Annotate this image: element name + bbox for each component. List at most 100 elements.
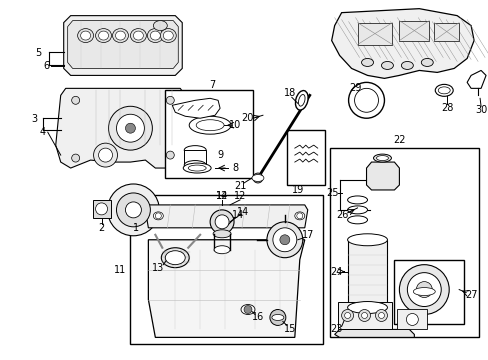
Text: 2: 2 — [98, 223, 104, 233]
Text: 25: 25 — [326, 188, 338, 198]
Circle shape — [279, 235, 289, 245]
Text: 14: 14 — [236, 207, 248, 217]
Circle shape — [348, 82, 384, 118]
Ellipse shape — [347, 216, 367, 224]
Text: 5: 5 — [36, 49, 42, 58]
Text: 13: 13 — [152, 263, 164, 273]
Circle shape — [354, 88, 378, 112]
Ellipse shape — [115, 31, 125, 40]
Ellipse shape — [112, 28, 128, 42]
Circle shape — [108, 106, 152, 150]
Ellipse shape — [147, 28, 163, 42]
Circle shape — [244, 306, 251, 314]
Ellipse shape — [150, 31, 160, 40]
Circle shape — [210, 210, 234, 234]
Bar — [92, 200, 110, 218]
Bar — [399, 21, 428, 41]
Polygon shape — [145, 205, 307, 228]
Text: 11: 11 — [114, 265, 126, 275]
Circle shape — [266, 222, 302, 258]
Circle shape — [399, 265, 448, 315]
Circle shape — [93, 143, 117, 167]
Circle shape — [166, 96, 174, 104]
Text: 12: 12 — [233, 191, 245, 201]
Text: 1: 1 — [133, 223, 139, 233]
Text: 18: 18 — [283, 88, 295, 98]
Circle shape — [155, 213, 161, 219]
Ellipse shape — [347, 234, 386, 246]
Ellipse shape — [347, 206, 367, 214]
Ellipse shape — [381, 62, 393, 69]
Ellipse shape — [99, 31, 108, 40]
Ellipse shape — [163, 31, 173, 40]
Circle shape — [375, 310, 386, 321]
Circle shape — [215, 215, 228, 229]
Ellipse shape — [183, 163, 211, 173]
Ellipse shape — [437, 87, 449, 94]
Ellipse shape — [401, 62, 412, 69]
Ellipse shape — [376, 156, 387, 161]
Text: 14: 14 — [231, 210, 244, 220]
Polygon shape — [67, 21, 178, 68]
Circle shape — [296, 213, 302, 219]
Text: 30: 30 — [474, 105, 486, 115]
Circle shape — [166, 151, 174, 159]
Text: 12: 12 — [216, 191, 228, 201]
Polygon shape — [63, 15, 182, 75]
Text: 16: 16 — [251, 312, 264, 323]
Text: 26: 26 — [336, 210, 348, 220]
Ellipse shape — [241, 305, 254, 315]
Ellipse shape — [373, 154, 390, 162]
Bar — [165, 90, 252, 178]
Circle shape — [361, 312, 367, 319]
Bar — [433, 23, 458, 41]
Text: 29: 29 — [348, 84, 361, 93]
Circle shape — [415, 282, 431, 298]
Bar — [397, 310, 427, 329]
Ellipse shape — [184, 161, 206, 170]
Circle shape — [125, 123, 135, 133]
Text: 22: 22 — [392, 135, 405, 145]
Text: 9: 9 — [217, 150, 223, 160]
Ellipse shape — [298, 94, 305, 106]
Bar — [329, 148, 478, 337]
Polygon shape — [148, 240, 304, 337]
Ellipse shape — [347, 196, 367, 204]
Bar — [394, 260, 463, 324]
Ellipse shape — [81, 31, 90, 40]
Polygon shape — [331, 9, 473, 78]
Circle shape — [252, 173, 263, 183]
Circle shape — [378, 312, 384, 319]
Ellipse shape — [295, 91, 307, 110]
Polygon shape — [56, 88, 185, 168]
Polygon shape — [366, 162, 399, 190]
Circle shape — [99, 148, 112, 162]
Ellipse shape — [347, 302, 386, 314]
Text: 15: 15 — [283, 324, 295, 334]
Text: 7: 7 — [208, 80, 215, 90]
Bar — [130, 195, 322, 345]
Ellipse shape — [161, 248, 189, 268]
Ellipse shape — [153, 212, 163, 220]
Polygon shape — [172, 98, 220, 118]
Text: 8: 8 — [231, 163, 238, 173]
Circle shape — [406, 314, 417, 325]
Ellipse shape — [133, 31, 143, 40]
Ellipse shape — [160, 28, 176, 42]
Ellipse shape — [196, 120, 224, 131]
Text: 24: 24 — [330, 267, 342, 276]
Ellipse shape — [271, 315, 283, 320]
Text: 4: 4 — [40, 127, 46, 137]
Ellipse shape — [214, 246, 229, 254]
Circle shape — [72, 154, 80, 162]
Bar — [357, 23, 392, 45]
Text: 21: 21 — [233, 181, 245, 191]
Circle shape — [95, 203, 107, 215]
Text: 19: 19 — [291, 185, 304, 195]
Text: 10: 10 — [228, 120, 241, 130]
Polygon shape — [466, 71, 485, 88]
Circle shape — [116, 114, 144, 142]
Ellipse shape — [421, 58, 432, 67]
Text: 14: 14 — [216, 191, 228, 201]
Text: 23: 23 — [330, 324, 342, 334]
